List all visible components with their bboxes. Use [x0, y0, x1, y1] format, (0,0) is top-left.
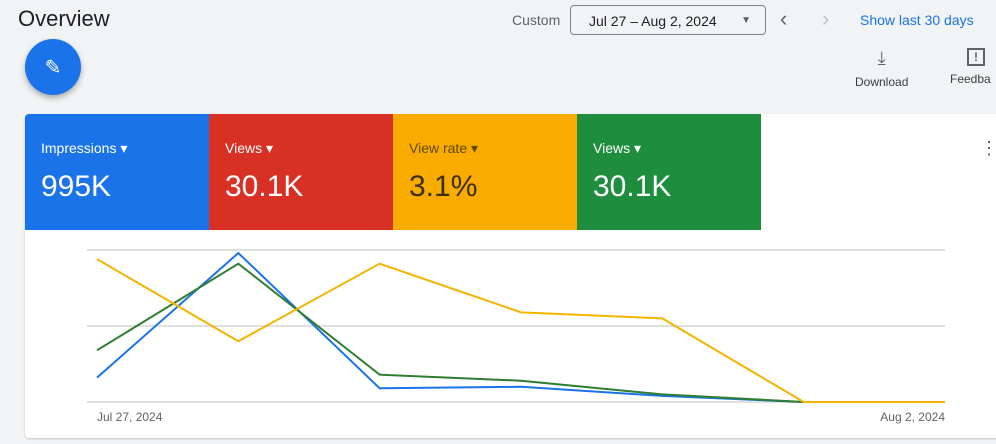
metric-label: Impressions ▾	[41, 140, 128, 156]
x-tick-label: Aug 2, 2024	[880, 410, 945, 424]
metric-value: 30.1K	[225, 170, 304, 203]
range-type-label: Custom	[512, 12, 561, 28]
series-line-impressions	[96, 251, 945, 403]
metric-value: 3.1%	[409, 170, 478, 203]
metrics-chart-card: Impressions ▾ 995K Views ▾ 30.1K View rate ▾…	[25, 114, 996, 438]
metric-tile[interactable]: Impressions ▾ 995K	[25, 114, 209, 230]
metric-tile[interactable]: View rate ▾ 3.1%	[393, 114, 577, 230]
line-chart: Jul 27, 2024 Aug 2, 2024	[87, 249, 945, 424]
metric-label: View rate ▾	[409, 140, 479, 156]
feedback-label: Feedba	[950, 72, 991, 86]
more-options-icon[interactable]: ⋮	[980, 138, 996, 158]
chevron-right-icon[interactable]: ›	[822, 6, 830, 31]
pencil-icon: ✎	[44, 56, 62, 79]
feedback-icon: !	[967, 48, 985, 66]
metric-label: Views ▾	[225, 140, 274, 156]
metric-tile[interactable]: Views ▾ 30.1K	[209, 114, 393, 230]
feedback-button[interactable]: ! Feedba	[950, 48, 991, 86]
page-title: Overview	[18, 6, 110, 31]
metric-label: Views ▾	[593, 140, 642, 156]
download-icon: ⤓	[877, 48, 886, 68]
metric-value: 30.1K	[593, 170, 672, 203]
metric-value: 995K	[41, 170, 112, 203]
caret-down-icon: ▼	[741, 15, 751, 26]
download-label: Download	[855, 75, 909, 89]
chevron-left-icon[interactable]: ‹	[780, 6, 788, 31]
date-range-select[interactable]: Jul 27 – Aug 2, 2024 ▼	[570, 5, 766, 35]
metric-tile[interactable]: Views ▾ 30.1K	[577, 114, 761, 230]
edit-button[interactable]: ✎	[25, 39, 81, 95]
download-button[interactable]: ⤓ Download	[855, 48, 908, 89]
date-range-value: Jul 27 – Aug 2, 2024	[589, 13, 717, 29]
x-tick-label: Jul 27, 2024	[97, 410, 163, 424]
show-last-30-days-link[interactable]: Show last 30 days	[860, 12, 974, 28]
series-line-view-rate	[96, 258, 945, 403]
